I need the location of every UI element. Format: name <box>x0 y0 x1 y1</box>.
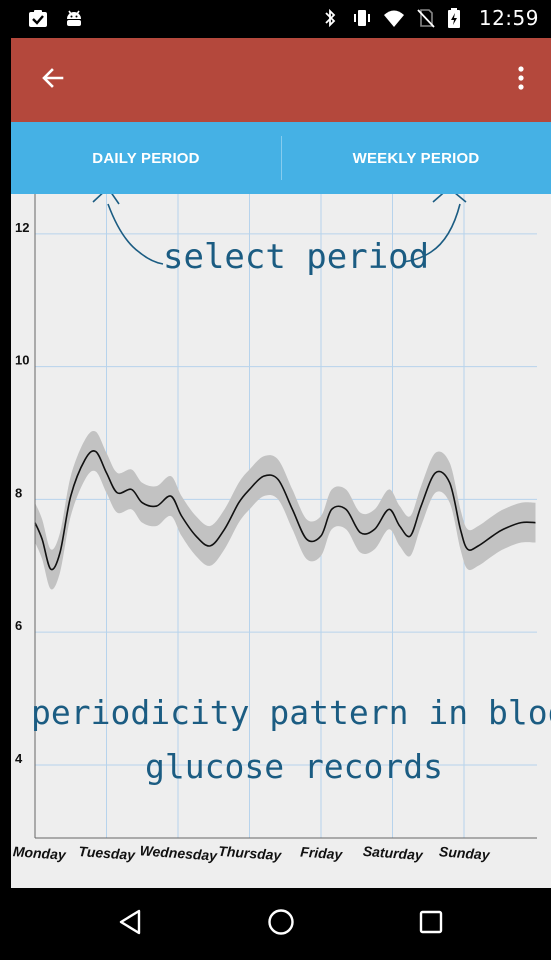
x-tick-label: Saturday <box>362 843 424 863</box>
arrow-to-daily <box>107 203 164 265</box>
x-tick-label: Friday <box>300 844 344 863</box>
clipboard-check-icon <box>27 8 49 30</box>
status-bar: 12:59 <box>11 0 551 38</box>
no-sim-icon <box>415 7 437 29</box>
arrow-to-weekly <box>402 203 461 263</box>
y-tick-label: 4 <box>15 751 23 766</box>
status-clock: 12:59 <box>478 6 539 30</box>
bluetooth-icon <box>319 7 341 29</box>
app-bar <box>11 38 551 122</box>
arrow-back-icon <box>40 65 66 96</box>
confidence-band <box>35 430 536 590</box>
y-tick-labels: 4 6 8 10 12 <box>15 220 29 766</box>
chart-area: 4 6 8 10 12 Monday Tuesday Wednesday Thursday Fr… <box>11 186 551 888</box>
home-circle-icon <box>267 908 295 941</box>
glucose-line <box>34 450 536 571</box>
recents-square-icon <box>417 908 445 941</box>
x-tick-label: Monday <box>12 843 67 863</box>
battery-charging-icon <box>447 7 469 29</box>
overflow-menu-button[interactable] <box>501 56 541 104</box>
nav-back-button[interactable] <box>101 900 161 948</box>
x-tick-label: Wednesday <box>139 842 219 863</box>
annotation-pattern-line2: glucose records <box>145 747 443 786</box>
nav-recents-button[interactable] <box>401 900 461 948</box>
y-tick-label: 12 <box>15 220 29 235</box>
more-vert-icon <box>517 65 525 96</box>
arrow-head-weekly <box>432 186 467 203</box>
x-tick-labels: Monday Tuesday Wednesday Thursday Friday Satu… <box>12 842 491 863</box>
tab-daily-period[interactable]: DAILY PERIOD <box>92 149 200 167</box>
x-tick-label: Tuesday <box>78 843 137 863</box>
x-tick-label: Thursday <box>218 843 283 863</box>
tab-weekly-period[interactable]: WEEKLY PERIOD <box>281 122 551 194</box>
annotation-pattern-line1: periodicity pattern in blood <box>31 693 551 732</box>
app-frame: 12:59 DAILY PERIOD WEEKLY PERIOD <box>11 0 551 960</box>
y-tick-label: 10 <box>15 353 29 368</box>
y-tick-label: 6 <box>15 618 22 633</box>
android-debug-icon <box>63 8 85 30</box>
back-triangle-icon <box>117 908 145 941</box>
nav-home-button[interactable] <box>251 900 311 948</box>
vibrate-icon <box>351 7 373 29</box>
back-button[interactable] <box>29 56 77 104</box>
annotation-select-period: select period <box>163 237 429 277</box>
glucose-chart: 4 6 8 10 12 Monday Tuesday Wednesday Thursday Fr… <box>12 186 551 864</box>
navigation-bar <box>11 888 551 960</box>
x-tick-label: Sunday <box>439 843 492 863</box>
period-tabs: DAILY PERIOD WEEKLY PERIOD <box>11 122 551 194</box>
y-tick-label: 8 <box>15 485 22 500</box>
wifi-icon <box>383 7 405 29</box>
